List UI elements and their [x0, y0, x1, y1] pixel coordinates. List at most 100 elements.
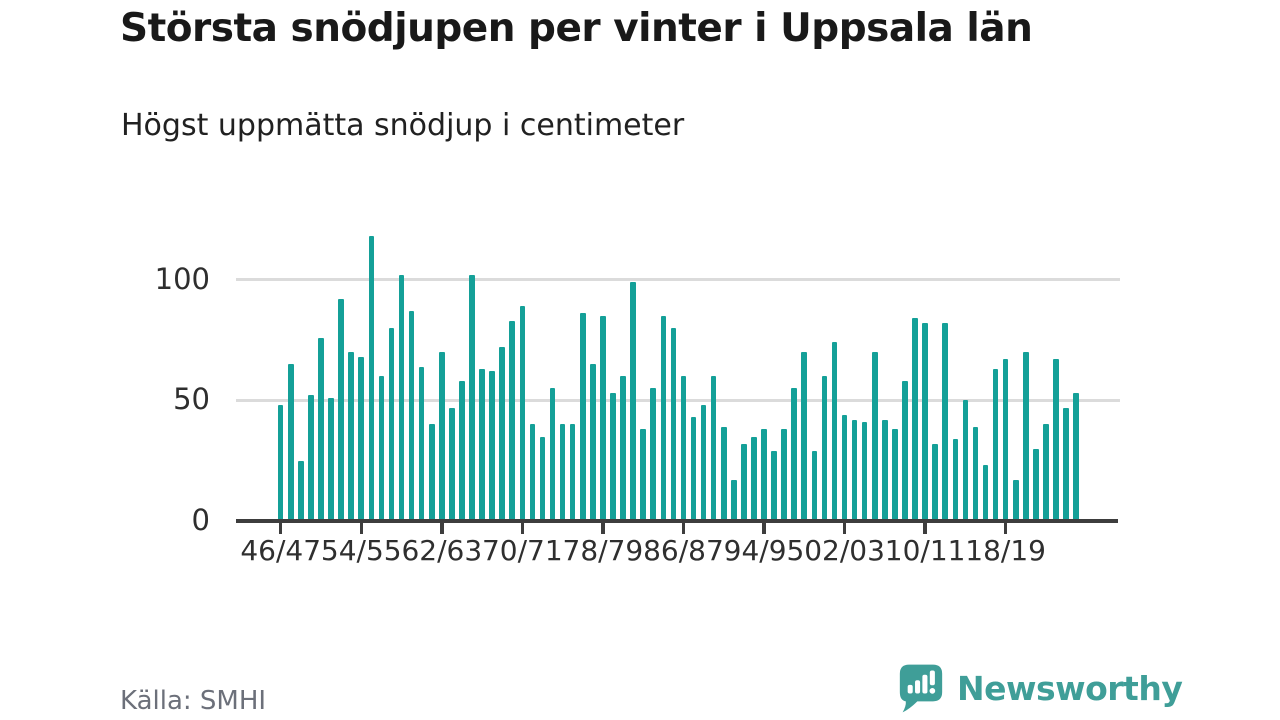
- chart-title: Största snödjupen per vinter i Uppsala l…: [120, 6, 1033, 51]
- bar-70-71: [519, 306, 526, 521]
- bar-63-64: [449, 407, 455, 521]
- bar-25-26: [1073, 393, 1079, 521]
- y-axis-label-50: 50: [173, 382, 210, 417]
- bar-69-70: [509, 320, 516, 521]
- bar-08-09: [902, 380, 908, 521]
- bar-15-16: [972, 426, 979, 521]
- bar-55-56: [368, 236, 375, 521]
- bar-00-01: [821, 376, 828, 521]
- x-axis-label-86-87: 86/87: [643, 534, 724, 567]
- x-tick-mark-86-87: [681, 523, 686, 534]
- x-axis-line: [236, 519, 1118, 523]
- bar-90-91: [720, 426, 727, 521]
- bar-54-55: [358, 356, 365, 521]
- bar-87-88: [690, 417, 697, 521]
- gridline-y-50: [236, 398, 1120, 402]
- bar-04-05: [861, 422, 868, 521]
- source-note: Källa: SMHI: [120, 686, 267, 716]
- bar-86-87: [680, 376, 687, 521]
- bar-98-99: [801, 352, 808, 521]
- bar-83-84: [650, 388, 657, 521]
- bar-78-79: [600, 315, 606, 521]
- bar-17-18: [992, 368, 999, 521]
- bar-96-97: [781, 429, 787, 521]
- bar-24-25: [1063, 407, 1069, 521]
- bar-19-20: [1012, 479, 1019, 521]
- bar-97-98: [791, 388, 797, 521]
- bar-21-22: [1033, 448, 1039, 521]
- newsworthy-speech-bubble-chart-icon: [899, 664, 943, 713]
- bar-92-93: [741, 443, 747, 521]
- x-tick-mark-78-79: [601, 523, 605, 534]
- bar-01-02: [831, 342, 838, 521]
- bar-10-11: [922, 323, 928, 521]
- bar-59-60: [408, 310, 415, 521]
- bar-13-14: [952, 438, 959, 521]
- bar-47-48: [287, 364, 294, 521]
- bar-18-19: [1002, 359, 1009, 521]
- x-tick-mark-18-19: [1003, 523, 1008, 534]
- bar-12-13: [942, 323, 949, 521]
- bar-73-74: [549, 388, 556, 521]
- bar-82-83: [640, 429, 646, 521]
- bar-85-86: [670, 327, 677, 521]
- bar-80-81: [620, 376, 626, 521]
- x-axis-label-10-11: 10/11: [884, 534, 966, 567]
- x-tick-mark-70-71: [520, 523, 525, 534]
- x-tick-mark-62-63: [440, 523, 444, 534]
- bar-99-00: [811, 450, 818, 521]
- bar-06-07: [882, 419, 888, 521]
- bar-66-67: [479, 368, 485, 521]
- bar-60-61: [418, 366, 425, 521]
- bar-84-85: [660, 315, 667, 521]
- x-tick-mark-10-11: [923, 523, 927, 534]
- bar-75-76: [569, 424, 576, 521]
- bar-89-90: [710, 376, 717, 521]
- bar-81-82: [630, 282, 636, 521]
- bar-46-47: [277, 405, 284, 521]
- x-tick-mark-54-55: [359, 523, 363, 534]
- bar-94-95: [761, 429, 767, 521]
- bar-22-23: [1043, 424, 1049, 521]
- x-axis-label-18-19: 18/19: [965, 534, 1046, 567]
- bar-07-08: [892, 429, 898, 521]
- bar-67-68: [489, 371, 495, 521]
- bar-64-65: [459, 380, 465, 521]
- bar-51-52: [328, 397, 334, 521]
- bar-48-49: [298, 460, 304, 521]
- bar-77-78: [590, 364, 596, 521]
- bar-93-94: [751, 436, 757, 521]
- bar-57-58: [388, 327, 395, 521]
- bar-74-75: [559, 424, 566, 521]
- bar-52-53: [338, 298, 344, 521]
- bar-79-80: [610, 393, 616, 521]
- bar-03-04: [851, 419, 858, 521]
- x-axis-label-02-03: 02/03: [804, 534, 885, 567]
- bar-20-21: [1023, 352, 1029, 521]
- bar-53-54: [348, 352, 354, 521]
- x-axis-label-54-55: 54/55: [320, 534, 402, 567]
- bar-09-10: [912, 318, 918, 521]
- y-axis-label-100: 100: [154, 261, 210, 296]
- bar-23-24: [1053, 359, 1059, 521]
- bar-72-73: [539, 436, 546, 521]
- x-axis-label-94-95: 94/95: [723, 534, 805, 567]
- x-axis-label-62-63: 62/63: [401, 534, 483, 567]
- bar-56-57: [378, 376, 385, 521]
- gridline-y-100: [236, 278, 1120, 282]
- bar-71-72: [529, 424, 536, 521]
- chart-subtitle: Högst uppmätta snödjup i centimeter: [121, 108, 685, 143]
- x-tick-mark-94-95: [762, 523, 766, 534]
- bar-11-12: [932, 443, 938, 521]
- bar-61-62: [428, 424, 435, 521]
- bar-68-69: [499, 347, 505, 521]
- bar-95-96: [771, 450, 777, 521]
- newsworthy-logo: Newsworthy: [898, 662, 1183, 715]
- bar-05-06: [871, 352, 878, 521]
- bar-02-03: [841, 414, 848, 521]
- y-axis-label-0: 0: [191, 503, 210, 537]
- bar-62-63: [439, 352, 445, 521]
- x-tick-mark-02-03: [842, 523, 847, 534]
